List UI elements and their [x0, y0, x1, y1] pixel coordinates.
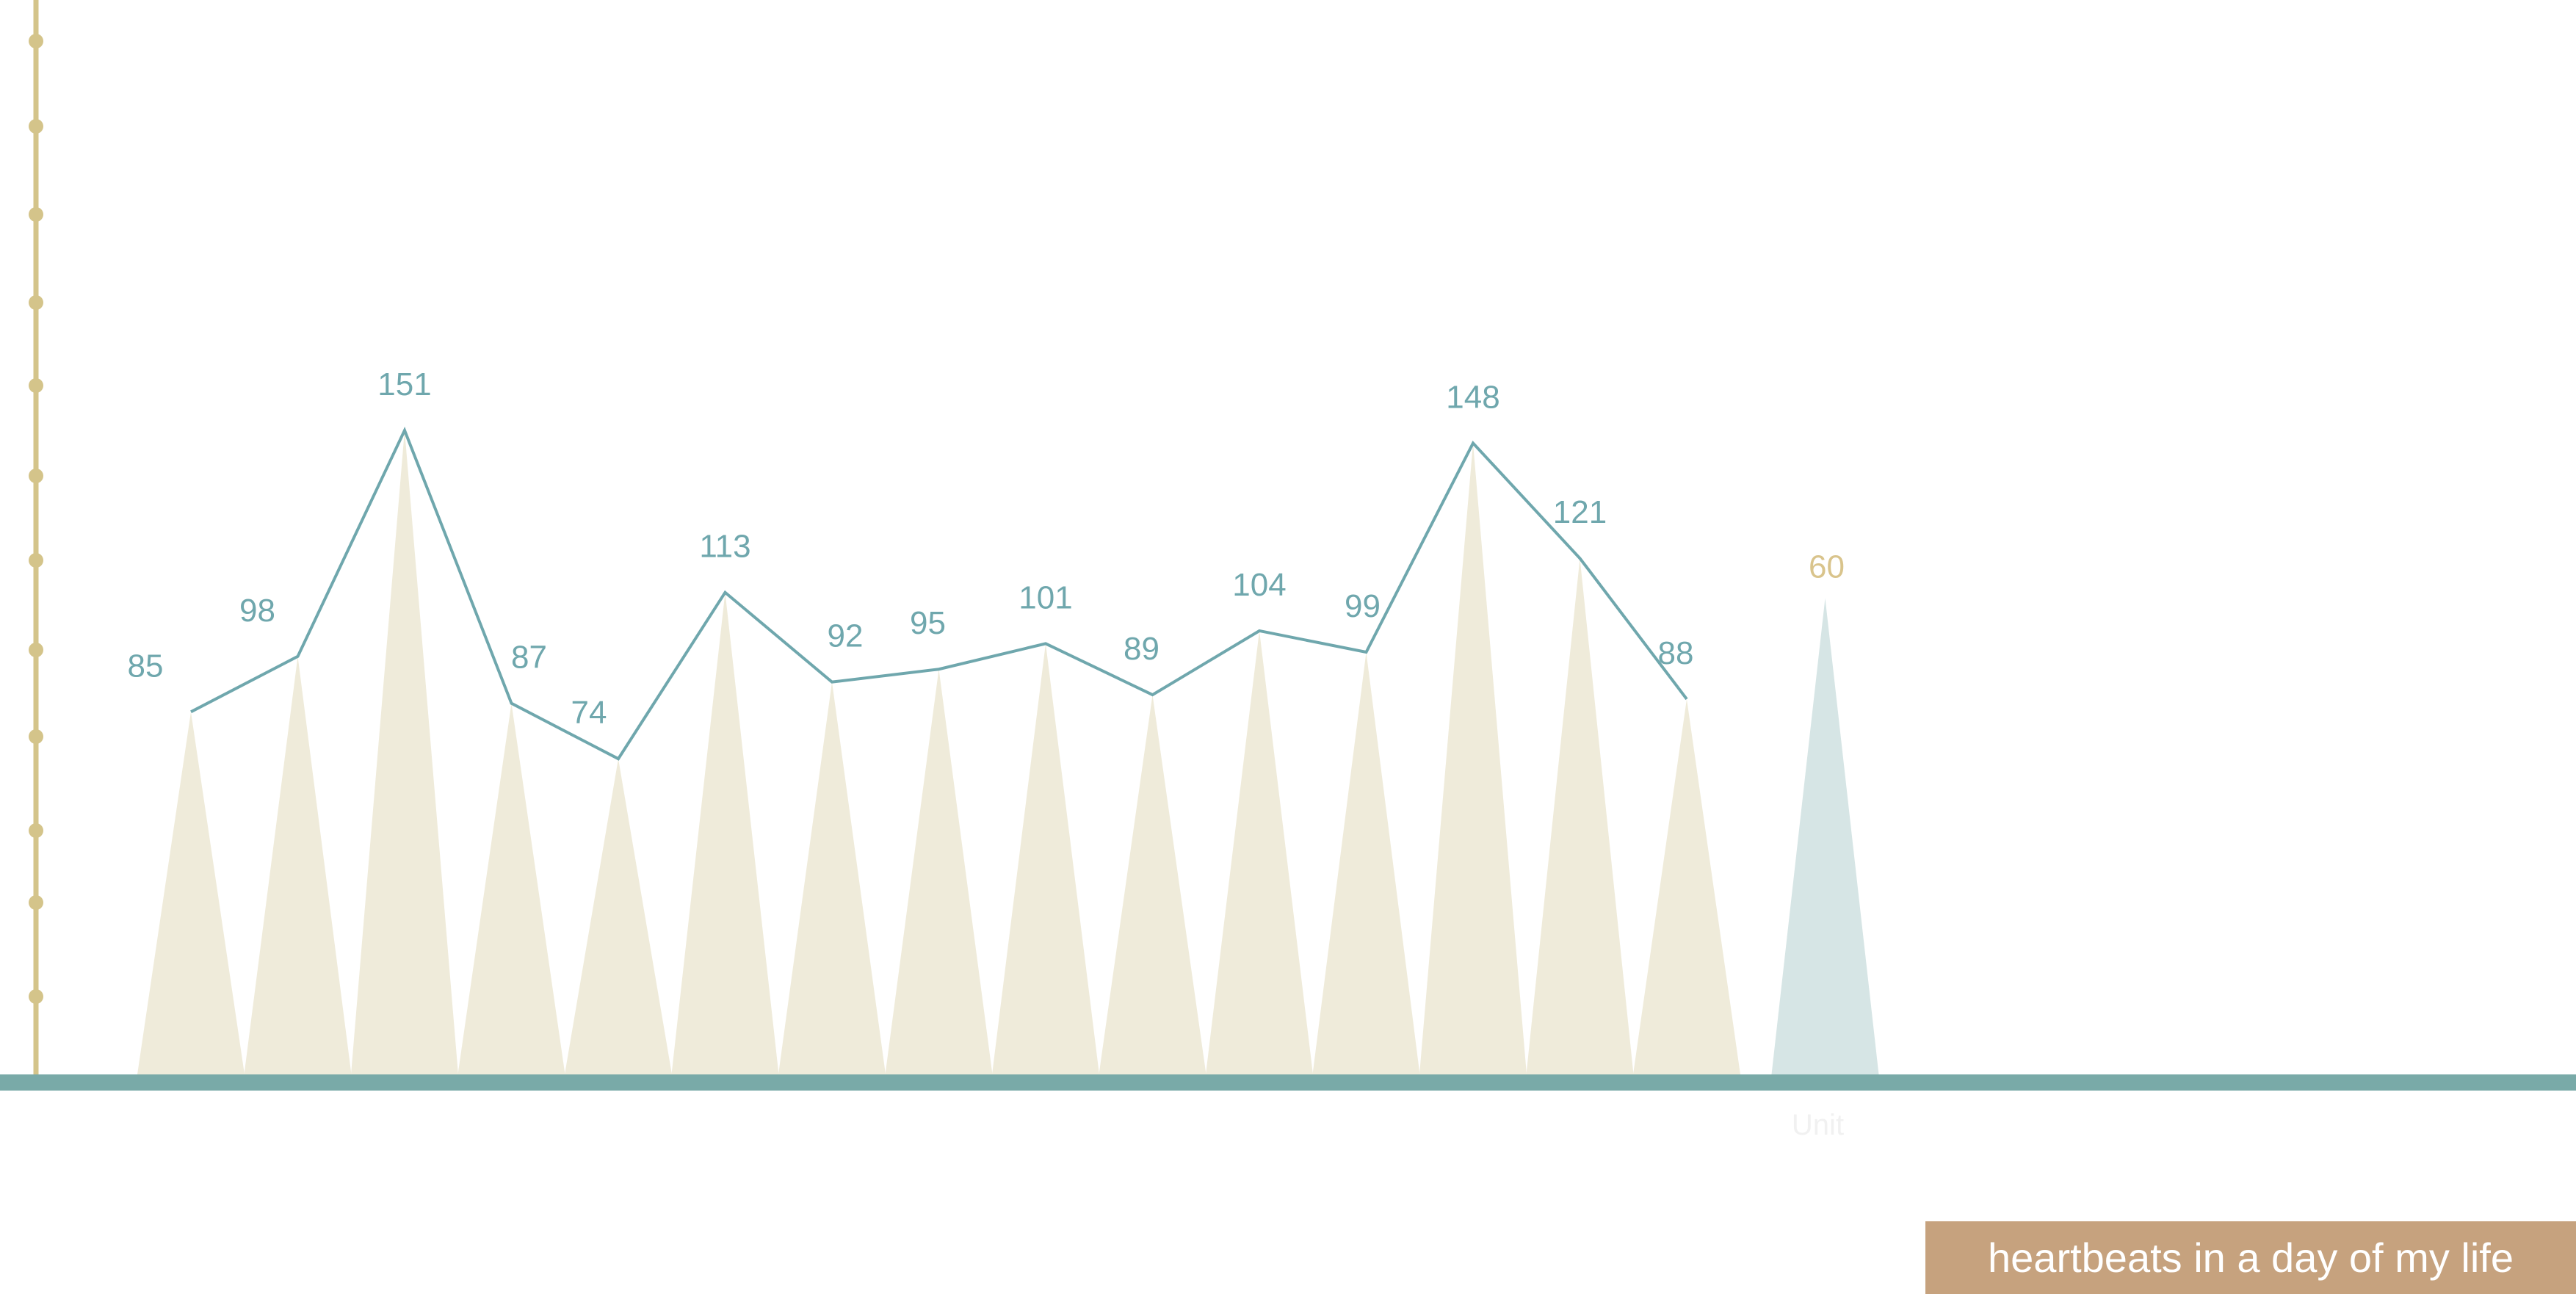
value-label: 95: [910, 605, 946, 641]
value-label: 88: [1658, 635, 1694, 671]
bar: [457, 703, 565, 1074]
bar-group: [137, 430, 1879, 1074]
y-axis-tick-dot: [29, 823, 43, 838]
y-axis: [29, 0, 43, 1084]
y-axis-tick-dot: [29, 895, 43, 910]
value-label: 98: [239, 593, 275, 629]
y-axis-tick-dot: [29, 729, 43, 744]
y-axis-tick-dot: [29, 378, 43, 393]
bar: [1099, 695, 1206, 1074]
value-label: 121: [1553, 494, 1607, 530]
bar: [244, 656, 352, 1074]
series-line: [190, 426, 1688, 761]
bar: [351, 430, 458, 1074]
bar: [1633, 698, 1740, 1074]
y-axis-tick-dot: [29, 207, 43, 222]
y-axis-tick-dot: [29, 295, 43, 310]
bar: [778, 682, 886, 1074]
y-axis-tick-dot: [29, 34, 43, 48]
bar: [671, 592, 779, 1074]
bar: [1206, 630, 1313, 1074]
bar: [137, 712, 245, 1074]
y-axis-tick-dot: [29, 469, 43, 483]
bar: [992, 643, 1099, 1074]
y-axis-tick-dot: [29, 119, 43, 134]
value-label: 89: [1124, 631, 1159, 667]
bar: [565, 759, 672, 1074]
baseline: [0, 1074, 2576, 1091]
bar: [1526, 558, 1634, 1074]
value-label: 113: [699, 529, 750, 565]
value-label: 99: [1345, 588, 1381, 624]
caption-text: heartbeats in a day of my life: [1988, 1235, 2514, 1281]
value-label: 148: [1446, 379, 1499, 415]
value-label: 101: [1019, 579, 1072, 615]
average-category-label: Unit: [1792, 1109, 1844, 1141]
value-label: 151: [377, 366, 431, 402]
bar: [1419, 443, 1527, 1074]
bar: [885, 669, 993, 1074]
value-label: 104: [1232, 567, 1286, 603]
value-label: 85: [128, 648, 164, 684]
bar: [1312, 652, 1420, 1074]
average-bar: [1771, 598, 1879, 1074]
value-label: 92: [828, 618, 864, 654]
value-label: 87: [511, 640, 547, 676]
y-axis-tick-dot: [29, 553, 43, 568]
average-value-label: 60: [1809, 549, 1845, 585]
y-axis-tick-dot: [29, 643, 43, 657]
value-label: 74: [571, 695, 607, 731]
value-labels: 85 98 151 87 74 113 92 95 101 89 104 99 148 121 88 60 Un…: [128, 366, 1845, 1141]
y-axis-tick-dot: [29, 989, 43, 1004]
caption-box: heartbeats in a day of my life: [1925, 1221, 2576, 1294]
